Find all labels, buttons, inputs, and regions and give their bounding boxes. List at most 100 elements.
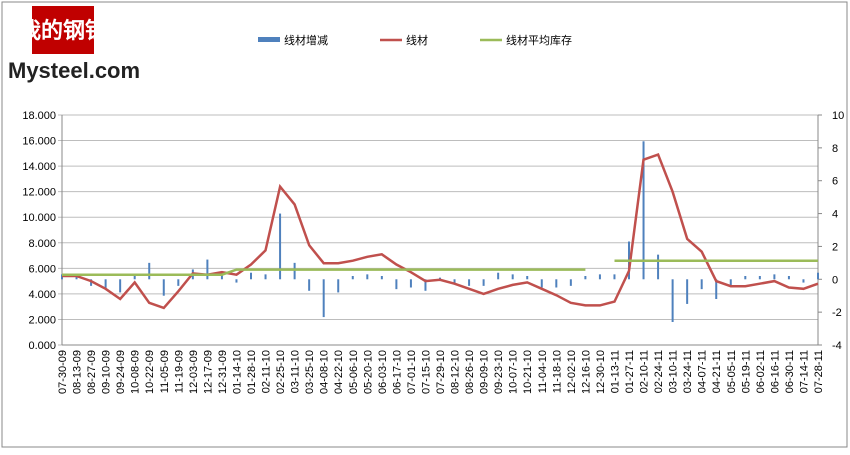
x-tick-label: 10-22-09 [144, 350, 156, 394]
bar [787, 276, 790, 280]
y-tick-label: 16.000 [22, 136, 56, 148]
y2-tick-label: -4 [832, 340, 842, 352]
y2-tick-label: 8 [832, 143, 838, 155]
bar [657, 254, 660, 280]
y-tick-label: 14.000 [22, 161, 56, 173]
x-tick-label: 02-11-10 [261, 350, 273, 393]
y2-tick-label: 10 [832, 110, 844, 122]
x-tick-label: 04-08-10 [319, 350, 331, 394]
line [62, 259, 818, 276]
x-tick-label: 06-03-10 [377, 350, 389, 394]
x-tick-label: 05-06-10 [348, 350, 360, 394]
bar [409, 279, 412, 288]
x-tick-label: 12-17-09 [202, 350, 214, 394]
y-tick-label: 0.000 [28, 340, 56, 352]
y-tick-label: 6.000 [28, 263, 56, 275]
y2-tick-label: 4 [832, 209, 838, 221]
bar [250, 272, 252, 280]
bar [642, 141, 645, 280]
bar [671, 279, 674, 322]
x-tick-label: 04-21-11 [711, 350, 723, 393]
x-tick-label: 12-31-09 [217, 350, 229, 394]
bar [424, 279, 427, 291]
x-tick-label: 09-09-10 [479, 350, 491, 394]
y-tick-label: 2.000 [28, 314, 56, 326]
bar [75, 276, 78, 280]
x-tick-label: 12-02-10 [566, 350, 578, 394]
chart-border [1, 1, 848, 448]
x-tick-label: 11-05-09 [159, 350, 171, 393]
bar [308, 279, 311, 291]
x-tick-label: 10-21-10 [522, 350, 534, 394]
x-tick-label: 03-11-10 [290, 350, 302, 393]
bar [482, 279, 485, 286]
bar [584, 276, 587, 280]
y-tick-label: 18.000 [22, 110, 56, 122]
x-tick-label: 06-30-11 [784, 350, 796, 393]
y-tick-label: 4.000 [28, 289, 56, 301]
bar [598, 274, 601, 280]
x-tick-label: 02-25-10 [275, 350, 287, 394]
x-tick-label: 10-08-09 [130, 350, 142, 394]
bar [540, 279, 543, 288]
bar [148, 262, 151, 280]
bar [119, 279, 122, 293]
x-tick-label: 07-01-10 [406, 350, 418, 394]
bar [758, 276, 761, 280]
bar [322, 279, 325, 318]
x-tick-label: 12-30-10 [595, 350, 607, 394]
bar [453, 279, 456, 285]
bar [700, 279, 703, 290]
bar [104, 279, 107, 290]
bar [162, 279, 165, 296]
x-tick-label: 09-23-10 [493, 350, 505, 394]
bar [220, 272, 223, 280]
x-tick-label: 12-16-10 [580, 350, 592, 394]
legend-label: 线材平均库存 [506, 33, 572, 47]
bar [133, 276, 136, 280]
logo-cn: 我的钢铁 [19, 18, 107, 43]
legend-label: 线材增减 [284, 33, 328, 47]
x-tick-label: 05-05-11 [726, 350, 738, 393]
bar [555, 279, 558, 288]
x-tick-label: 02-24-11 [653, 350, 665, 393]
bar [351, 276, 354, 280]
bar [395, 279, 398, 290]
x-tick-label: 06-02-11 [755, 350, 767, 393]
x-tick-label: 07-30-09 [57, 350, 69, 394]
x-tick-label: 01-27-11 [624, 350, 636, 393]
bar [235, 279, 238, 283]
x-tick-label: 09-24-09 [115, 350, 127, 394]
x-tick-label: 03-10-11 [668, 350, 680, 393]
x-tick-label: 05-19-11 [740, 350, 752, 393]
legend-swatch [258, 37, 280, 42]
x-tick-label: 08-12-10 [450, 350, 462, 394]
bar [177, 279, 180, 286]
bar [468, 279, 471, 286]
x-tick-label: 10-07-10 [508, 350, 520, 394]
line [62, 153, 819, 310]
bar [293, 262, 296, 280]
x-tick-label: 01-14-10 [231, 350, 243, 394]
y2-tick-label: 0 [832, 274, 838, 286]
logo-box [32, 6, 94, 54]
bar [715, 279, 718, 299]
y-tick-label: 8.000 [28, 238, 56, 250]
bar [206, 259, 209, 280]
y-tick-label: 12.000 [22, 187, 56, 199]
bar [686, 279, 689, 304]
bar [439, 277, 441, 280]
legend-label: 线材 [406, 33, 428, 47]
x-tick-label: 07-15-10 [420, 350, 432, 394]
bar [264, 274, 267, 280]
x-tick-label: 11-19-09 [173, 350, 185, 393]
bar [613, 274, 616, 280]
x-tick-label: 11-04-10 [537, 350, 549, 393]
bar [729, 279, 732, 286]
x-tick-label: 03-25-10 [304, 350, 316, 394]
x-tick-label: 02-10-11 [639, 350, 651, 393]
bar [526, 276, 529, 280]
bar [773, 274, 776, 280]
x-tick-label: 04-07-11 [697, 350, 709, 393]
logo-en: Mysteel.com [8, 58, 140, 83]
